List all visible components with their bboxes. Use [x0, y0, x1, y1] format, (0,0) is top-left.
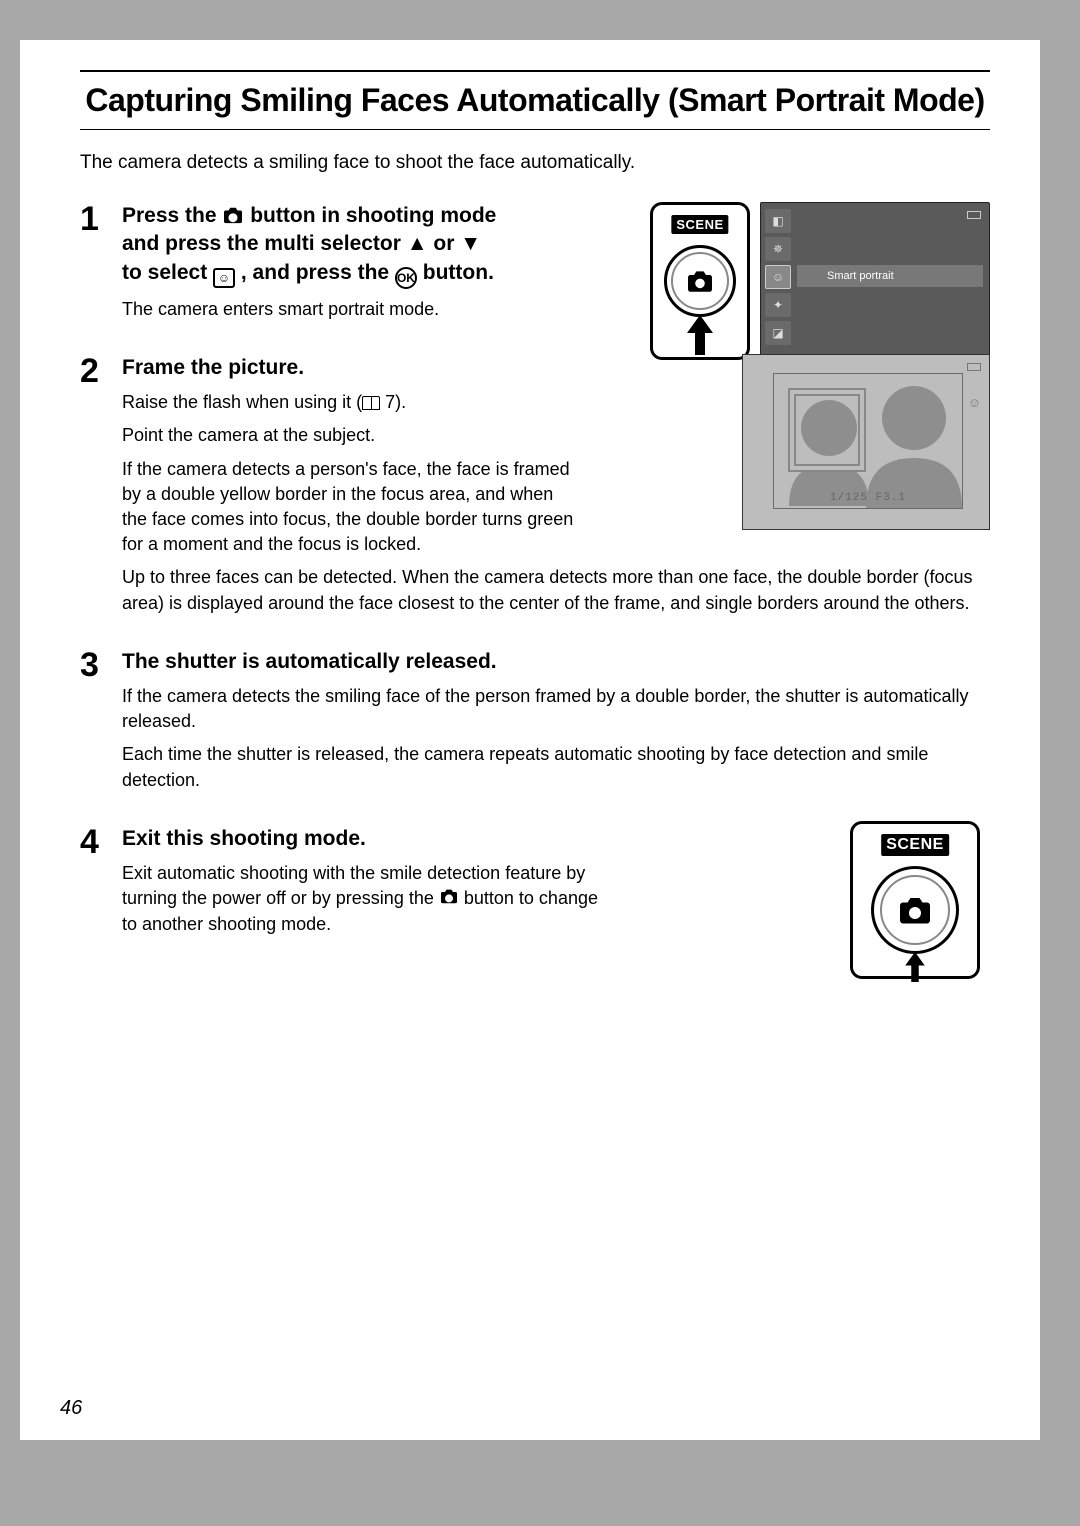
lcd-exposure-text: 1/125 F3.1: [774, 492, 962, 504]
up-arrow-icon: [685, 315, 715, 355]
step-number: 2: [80, 354, 122, 624]
step-1-sub: The camera enters smart portrait mode.: [122, 297, 502, 322]
camera-icon: [685, 269, 715, 293]
step-3: 3 The shutter is automatically released.…: [80, 648, 990, 801]
camera-menu-screen: ◧ ✵ ☺ ✦ ◪ Smart portrait: [760, 202, 990, 360]
intro-text: The camera detects a smiling face to sho…: [80, 152, 990, 174]
text: , and press the: [241, 261, 395, 284]
camera-lcd-preview: ☺ 1/125 F3.1: [742, 354, 990, 530]
step-2-p4: Up to three faces can be detected. When …: [122, 565, 990, 615]
menu-item-icon: ✵: [765, 237, 791, 261]
focus-area-double-border: [788, 388, 866, 472]
title-rule-bottom: [80, 129, 990, 130]
menu-icon-column: ◧ ✵ ☺ ✦ ◪: [765, 209, 793, 345]
menu-item-icon: ◧: [765, 209, 791, 233]
text: Raise the flash when using it (: [122, 392, 362, 412]
step-3-p1: If the camera detects the smiling face o…: [122, 684, 990, 734]
menu-item-selected-icon: ☺: [765, 265, 791, 289]
step-number: 1: [80, 202, 122, 330]
text: 7).: [380, 392, 406, 412]
step-4: 4 Exit this shooting mode. Exit automati…: [80, 825, 990, 995]
text: button.: [423, 261, 494, 284]
up-arrow-icon: [900, 952, 930, 982]
step-4-p1: Exit automatic shooting with the smile d…: [122, 861, 612, 937]
smile-face-icon: ☺: [213, 268, 235, 288]
battery-icon: [967, 363, 981, 371]
page-number: 46: [60, 1397, 82, 1420]
mode-dial-icon: [871, 866, 959, 954]
step-2: 2 Frame the picture. Raise the flash whe…: [80, 354, 990, 624]
page-title: Capturing Smiling Faces Automatically (S…: [80, 76, 990, 129]
battery-icon: [967, 211, 981, 219]
scene-label: SCENE: [881, 834, 949, 856]
step-1: 1 Press the button in shooting mode and …: [80, 202, 990, 330]
title-rule-top: [80, 70, 990, 72]
step-2-p3: If the camera detects a person's face, t…: [122, 457, 582, 558]
manual-ref-icon: [362, 396, 380, 410]
scene-mode-button-diagram: SCENE: [650, 202, 750, 360]
menu-selected-label: Smart portrait: [797, 265, 983, 287]
step-3-p2: Each time the shutter is released, the c…: [122, 742, 990, 792]
menu-item-icon: ◪: [765, 321, 791, 345]
scene-mode-button-diagram: SCENE: [850, 821, 980, 979]
camera-icon: [896, 895, 934, 925]
camera-icon: [439, 888, 459, 904]
step-2-p2: Point the camera at the subject.: [122, 423, 582, 448]
lcd-frame: 1/125 F3.1: [773, 373, 963, 509]
step-1-heading: Press the button in shooting mode and pr…: [122, 202, 502, 289]
menu-item-icon: ✦: [765, 293, 791, 317]
scene-label: SCENE: [671, 215, 728, 234]
step-3-heading: The shutter is automatically released.: [122, 648, 990, 676]
ok-button-icon: OK: [395, 267, 417, 289]
text: Press the: [122, 204, 222, 227]
smile-mode-icon: ☺: [968, 395, 981, 410]
step-1-illustration: SCENE ◧ ✵ ☺ ✦ ◪: [650, 202, 990, 360]
step-number: 4: [80, 825, 122, 995]
mode-dial-icon: [664, 245, 736, 317]
manual-page: Capturing Smiling Faces Automatically (S…: [20, 40, 1040, 1440]
step-2-p1: Raise the flash when using it ( 7).: [122, 390, 582, 415]
camera-icon: [222, 206, 244, 224]
step-number: 3: [80, 648, 122, 801]
person-silhouette: [864, 382, 964, 508]
